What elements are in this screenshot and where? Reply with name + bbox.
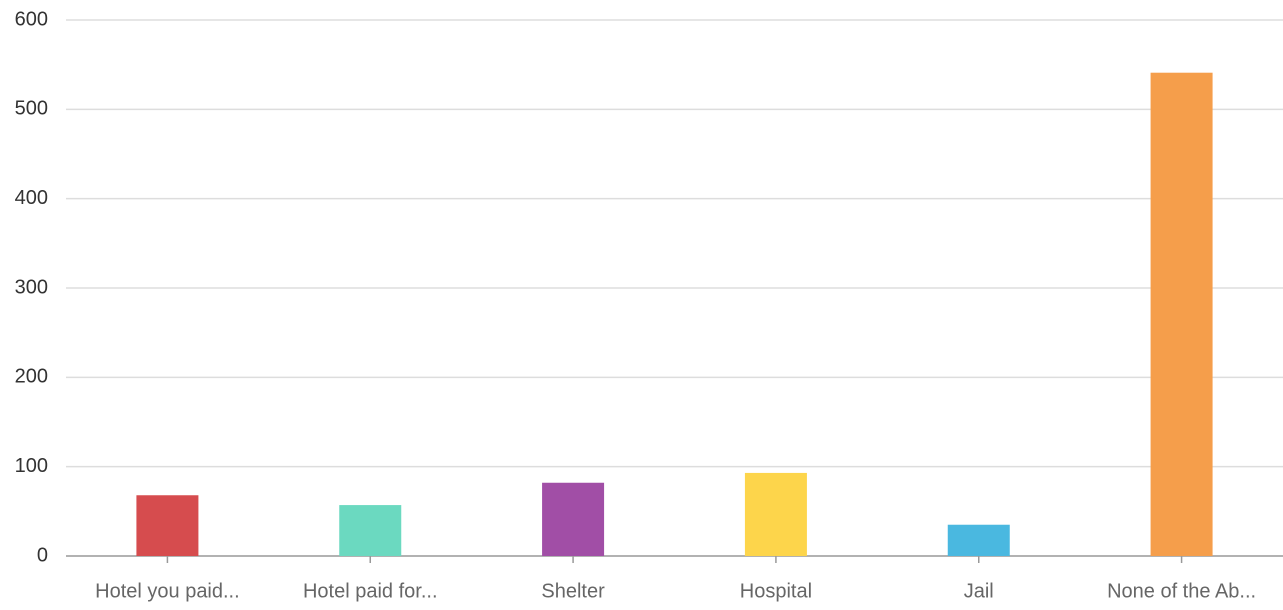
y-tick-label: 500 (15, 98, 48, 120)
x-tick-label: Hospital (740, 580, 812, 602)
x-tick-label: Jail (964, 580, 994, 602)
y-tick-label: 0 (37, 544, 48, 566)
x-tick-label: None of the Ab... (1107, 580, 1256, 602)
bar (1150, 72, 1213, 556)
x-tick-label: Hotel you paid... (95, 580, 240, 602)
y-tick-label: 200 (15, 366, 48, 388)
y-tick-label: 600 (15, 8, 48, 30)
bar (136, 495, 199, 556)
y-tick-label: 300 (15, 276, 48, 298)
y-tick-label: 400 (15, 187, 48, 209)
bar (947, 524, 1010, 556)
y-tick-label: 100 (15, 455, 48, 477)
bar (542, 482, 605, 556)
bar (744, 472, 807, 556)
x-tick-label: Hotel paid for... (303, 580, 438, 602)
x-tick-label: Shelter (541, 580, 605, 602)
bar (339, 505, 402, 556)
